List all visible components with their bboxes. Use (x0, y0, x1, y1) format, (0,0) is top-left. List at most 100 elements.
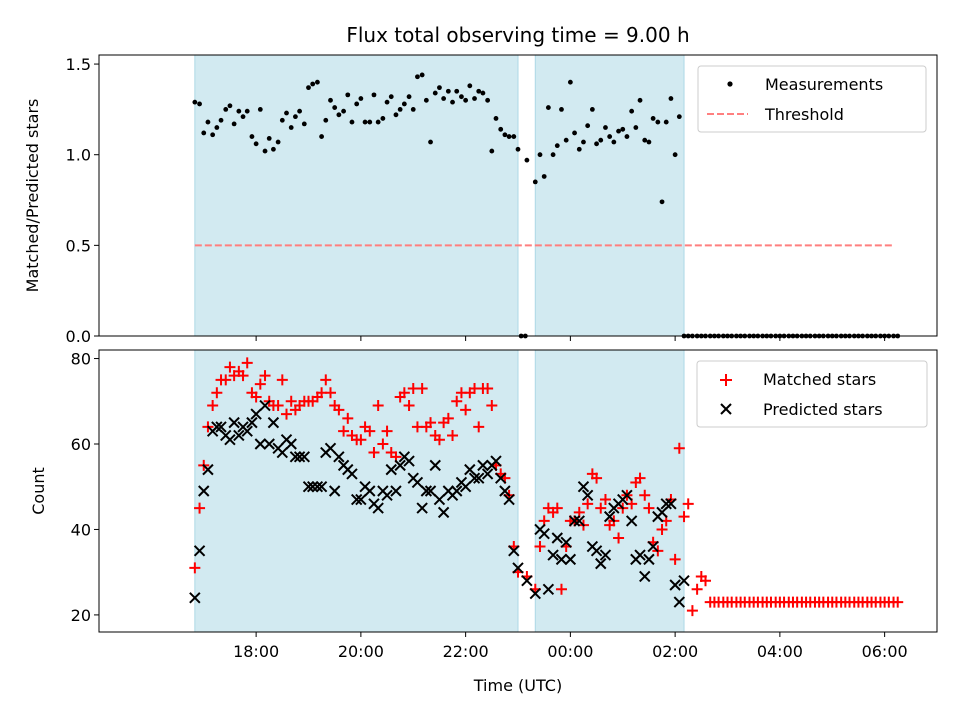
observing-window-1 (194, 54, 519, 337)
predicted-star-point (228, 416, 240, 429)
measurement-point (393, 112, 399, 118)
measurement-point (472, 96, 477, 101)
legend-matched-marker (720, 374, 732, 386)
matched-star-point (211, 387, 223, 399)
measurement-point (367, 119, 373, 125)
measurement-point (319, 134, 324, 139)
y-tick-label: 1.0 (66, 146, 91, 165)
measurement-point (358, 96, 364, 101)
predicted-star-point (647, 540, 659, 553)
predicted-star-point (473, 472, 485, 484)
y-tick-label: 80 (71, 350, 91, 369)
predicted-star-point (660, 498, 672, 510)
predicted-star-point (634, 549, 646, 561)
predicted-star-point (437, 506, 450, 519)
matched-stars-points (189, 357, 904, 617)
predicted-star-point (538, 528, 550, 540)
predicted-star-point (306, 481, 319, 493)
predicted-star-point (508, 545, 520, 557)
bottom-legend-box (696, 360, 928, 428)
matched-star-point (673, 442, 685, 454)
measurement-point (563, 137, 569, 143)
measurement-point (380, 116, 386, 121)
measurement-point (397, 106, 403, 112)
predicted-stars-points (189, 399, 690, 608)
measurement-point (603, 125, 608, 130)
matched-star-point (433, 434, 445, 446)
measurement-point (336, 112, 342, 118)
counts-panel: 20 40 60 80 18:00 20:00 22:00 00:00 02:00 04:00 0… (29, 349, 938, 695)
matched-star-point (639, 489, 651, 501)
predicted-star-point (542, 583, 555, 595)
measurement-point (567, 79, 573, 85)
legend-predicted-marker (720, 403, 732, 415)
matched-star-point (425, 417, 437, 429)
matched-star-point (372, 400, 384, 412)
bottom-legend: Matched stars Predicted stars (696, 360, 928, 428)
predicted-star-point (211, 421, 223, 433)
measurement-point (672, 152, 678, 158)
top-axes-frame (98, 54, 938, 337)
predicted-star-point (346, 468, 358, 480)
matched-star-point (416, 382, 428, 394)
measurement-point (550, 152, 556, 158)
matched-star-point (669, 553, 681, 565)
predicted-star-point (324, 442, 337, 454)
predicted-star-point (573, 515, 585, 527)
matched-star-point (678, 511, 690, 523)
measurement-point (463, 97, 469, 103)
matched-star-point (324, 387, 336, 399)
predicted-star-point (403, 455, 415, 467)
matched-star-point (189, 562, 201, 574)
measurement-point (607, 134, 613, 139)
matched-star-point (281, 408, 293, 420)
predicted-star-point (643, 553, 655, 566)
measurement-point (354, 101, 360, 107)
x-tick-label: 02:00 (652, 642, 698, 661)
matched-star-point (364, 425, 376, 437)
bottom-axes-frame (98, 349, 938, 633)
measurement-point (253, 141, 259, 147)
x-tick-label: 18:00 (233, 642, 279, 661)
legend-threshold-label: Threshold (764, 105, 844, 124)
measurement-point (450, 99, 455, 105)
matched-star-point (368, 447, 380, 459)
measurement-point (437, 85, 442, 91)
legend-predicted-label: Predicted stars (763, 400, 883, 419)
predicted-star-point (276, 446, 289, 459)
measurement-point (275, 139, 281, 145)
predicted-star-point (215, 421, 227, 433)
measurement-point (642, 137, 648, 143)
predicted-star-point (603, 510, 616, 523)
measurement-point (485, 97, 491, 103)
measurement-point (511, 134, 517, 139)
measurement-point (332, 105, 338, 110)
predicted-star-point (577, 481, 590, 493)
predicted-star-point (669, 579, 681, 591)
measurement-point (306, 85, 311, 91)
predicted-star-point (451, 485, 463, 497)
measurement-point (663, 119, 669, 125)
legend-measurements-label: Measurements (765, 75, 883, 94)
matched-star-point (700, 575, 712, 587)
predicted-star-point (298, 451, 311, 463)
measurement-point (572, 130, 577, 136)
y-tick-label: 40 (71, 520, 91, 539)
measurement-point (284, 110, 289, 116)
predicted-star-point (259, 399, 271, 412)
matched-star-point (254, 378, 266, 390)
bottom-y-axis-label: Count (29, 467, 48, 515)
measurement-point (467, 83, 473, 89)
predicted-star-point (678, 575, 690, 587)
measurement-point (410, 106, 416, 112)
predicted-star-point (193, 545, 206, 557)
x-tick-label: 00:00 (547, 642, 593, 661)
predicted-star-point (250, 408, 262, 420)
predicted-star-point (420, 485, 433, 497)
matched-star-point (333, 404, 345, 416)
measurement-point (266, 135, 272, 141)
matched-star-point (237, 370, 249, 382)
matched-star-point (486, 400, 498, 412)
predicted-star-point (390, 485, 402, 497)
